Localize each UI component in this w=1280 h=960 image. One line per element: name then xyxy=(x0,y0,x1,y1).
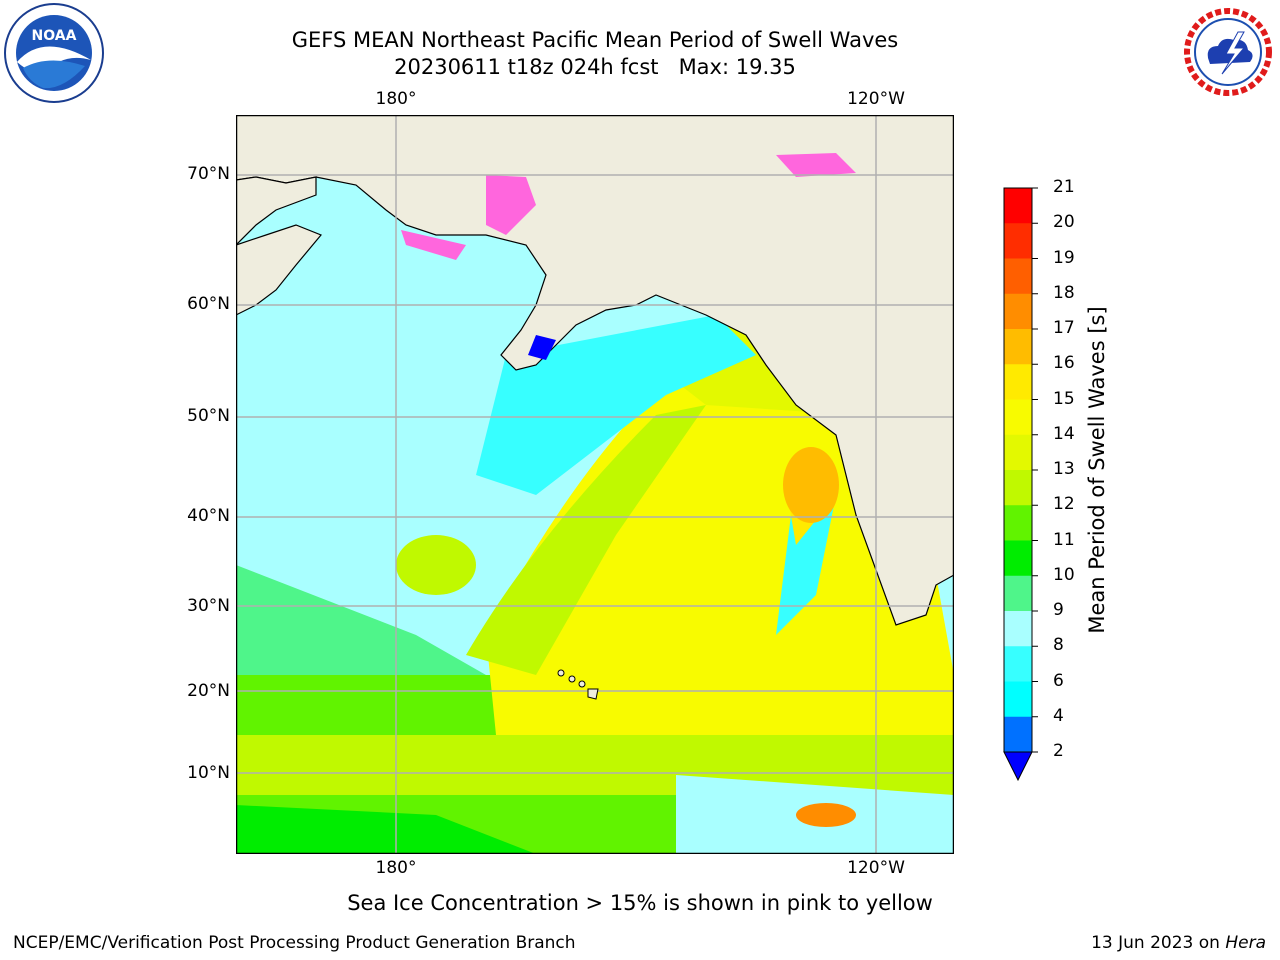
colorbar-tick-label: 20 xyxy=(1053,212,1075,233)
forecast-label: 20230611 t18z 024h fcst xyxy=(394,55,659,79)
swell-period-map xyxy=(236,115,954,854)
lat-label-30n: 30°N xyxy=(187,596,230,616)
colorbar-segment xyxy=(1004,434,1032,471)
colorbar-tick-label: 16 xyxy=(1053,353,1075,374)
colorbar-segment xyxy=(1004,188,1032,224)
colorbar-tick-label: 18 xyxy=(1053,282,1075,303)
sea-ice-bering xyxy=(486,175,536,235)
credit-date: 13 Jun 2023 on Hera xyxy=(1091,933,1266,953)
colorbar-segment xyxy=(1004,540,1032,577)
colorbar-tick-label: 6 xyxy=(1053,670,1064,691)
noaa-logo-text: NOAA xyxy=(32,28,77,44)
colorbar-tick-label: 11 xyxy=(1053,529,1075,550)
colorbar xyxy=(1003,187,1038,782)
lat-label-70n: 70°N xyxy=(187,164,230,184)
colorbar-segment xyxy=(1004,364,1032,400)
colorbar-segment xyxy=(1004,329,1032,365)
max-value-label: Max: 19.35 xyxy=(678,55,796,79)
colorbar-tick-label: 8 xyxy=(1053,635,1064,656)
colorbar-title: Mean Period of Swell Waves [s] xyxy=(1085,306,1109,634)
colorbar-segment xyxy=(1004,293,1032,330)
colorbar-segment xyxy=(1004,505,1032,541)
colorbar-tick-label: 14 xyxy=(1053,423,1075,444)
field-band-southwest xyxy=(236,805,536,854)
nws-logo-icon xyxy=(1181,5,1275,99)
colorbar-segment xyxy=(1004,611,1032,647)
lat-label-10n: 10°N xyxy=(187,763,230,783)
colorbar-segment xyxy=(1004,646,1032,682)
land-siberia xyxy=(236,176,317,246)
field-orange-south xyxy=(796,803,856,827)
colorbar-segment xyxy=(1004,258,1032,295)
map-frame xyxy=(236,115,954,854)
field-orange-max xyxy=(783,447,839,523)
low-period-bristol xyxy=(528,335,556,360)
field-yellowgreen-tongue xyxy=(466,405,706,675)
lat-label-60n: 60°N xyxy=(187,294,230,314)
land-hawaii xyxy=(557,669,599,700)
colorbar-tick-label: 13 xyxy=(1053,459,1075,479)
chart-subtitle: 20230611 t18z 024h fcst Max: 19.35 xyxy=(0,54,1190,80)
colorbar-tick-label: 2 xyxy=(1053,741,1064,761)
land-kamchatka xyxy=(236,224,322,316)
colorbar-tick-label: 15 xyxy=(1053,388,1075,409)
lat-label-20n: 20°N xyxy=(187,681,230,701)
lon-label-bottom-120w: 120°W xyxy=(847,858,905,878)
colorbar-segment xyxy=(1004,681,1032,718)
sea-ice-footnote: Sea Ice Concentration > 15% is shown in … xyxy=(347,891,933,915)
lat-label-50n: 50°N xyxy=(187,406,230,426)
colorbar-tick-label: 19 xyxy=(1053,247,1075,268)
colorbar-tick-label: 4 xyxy=(1053,705,1064,726)
lon-label-bottom-180: 180° xyxy=(375,858,417,878)
colorbar-tick-label: 10 xyxy=(1053,564,1075,585)
lon-label-top-180: 180° xyxy=(375,89,417,109)
colorbar-segment xyxy=(1004,716,1032,753)
lon-label-top-120w: 120°W xyxy=(847,89,905,109)
noaa-logo-icon: NOAA xyxy=(4,3,104,103)
colorbar-tick-label: 12 xyxy=(1053,494,1075,515)
colorbar-segment xyxy=(1004,223,1032,259)
colorbar-segment xyxy=(1004,399,1032,436)
colorbar-tick-label: 9 xyxy=(1053,600,1064,620)
chart-title: GEFS MEAN Northeast Pacific Mean Period … xyxy=(291,28,899,52)
sea-ice-beaufort xyxy=(776,153,856,177)
colorbar-tick-label: 21 xyxy=(1053,177,1075,197)
field-band-yellowgreen xyxy=(236,735,954,795)
colorbar-segment xyxy=(1004,575,1032,612)
lat-label-40n: 40°N xyxy=(187,506,230,526)
credit-organization: NCEP/EMC/Verification Post Processing Pr… xyxy=(13,933,576,953)
colorbar-extend-arrow xyxy=(1003,751,1033,782)
graticule xyxy=(236,115,954,854)
credit-date-text: 13 Jun 2023 on xyxy=(1091,933,1220,953)
credit-host: Hera xyxy=(1225,933,1266,953)
colorbar-segment xyxy=(1004,470,1032,506)
colorbar-tick-label: 17 xyxy=(1053,318,1075,338)
